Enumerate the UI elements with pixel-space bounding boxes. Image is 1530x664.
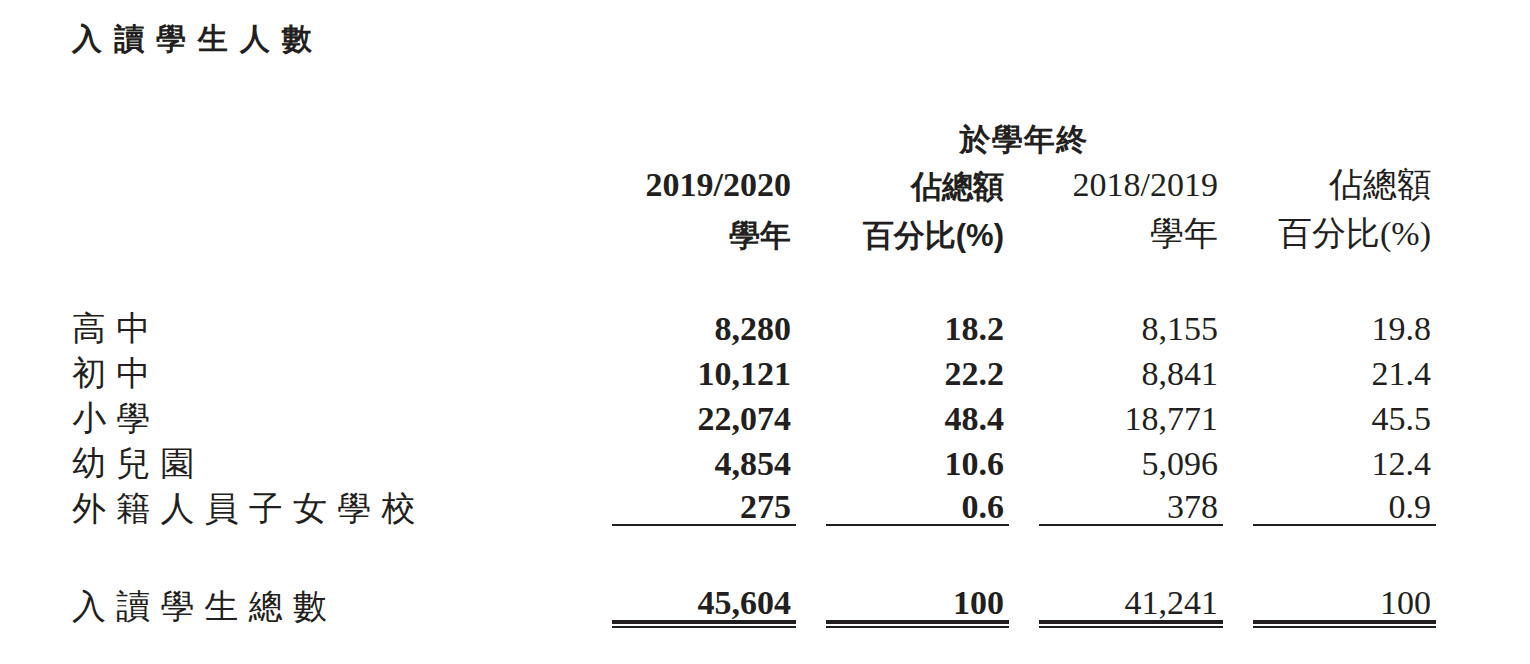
value-current-pct: 18.2 (826, 301, 1009, 346)
row-label: 初中 (72, 346, 582, 391)
value-current-year: 10,121 (612, 346, 796, 391)
value-prior-year: 8,841 (1039, 346, 1223, 391)
value-current-pct: 10.6 (826, 436, 1009, 481)
row-label: 外籍人員子女學校 (72, 481, 582, 526)
total-current-pct: 100 (826, 558, 1009, 624)
value-current-year: 4,854 (612, 436, 796, 481)
col-header-year-prior-line2: 學年 (1039, 202, 1223, 251)
col-header-pct-current: 佔總額 (826, 155, 1009, 202)
col-header-year-prior: 2018/2019 (1039, 155, 1223, 202)
col-header-pct-current-line2: 百分比(%) (826, 202, 1009, 251)
page-title: 入讀學生人數 (72, 22, 324, 55)
table-row: 初中 10,121 22.2 8,841 21.4 (72, 346, 1436, 391)
table-row: 外籍人員子女學校 275 0.6 378 0.9 (72, 481, 1436, 526)
value-current-pct: 22.2 (826, 346, 1009, 391)
row-label: 小學 (72, 391, 582, 436)
value-prior-pct: 19.8 (1253, 301, 1436, 346)
value-prior-pct: 0.9 (1253, 481, 1436, 526)
value-current-pct: 0.6 (826, 481, 1009, 526)
table-total-row: 入讀學生總數 45,604 100 41,241 100 (72, 558, 1436, 624)
column-group-header: 於學年終 (612, 105, 1436, 155)
table-header-spanner-row: 於學年終 (72, 105, 1436, 155)
table-row: 幼兒園 4,854 10.6 5,096 12.4 (72, 436, 1436, 481)
total-prior-year: 41,241 (1039, 558, 1223, 624)
value-current-year: 8,280 (612, 301, 796, 346)
value-prior-year: 18,771 (1039, 391, 1223, 436)
value-current-year: 275 (612, 481, 796, 526)
table-header-row-1: 2019/2020 佔總額 2018/2019 佔總額 (72, 155, 1436, 202)
value-prior-pct: 12.4 (1253, 436, 1436, 481)
row-label: 幼兒園 (72, 436, 582, 481)
table-row: 高中 8,280 18.2 8,155 19.8 (72, 301, 1436, 346)
value-current-pct: 48.4 (826, 391, 1009, 436)
spacer-cell (72, 105, 582, 155)
enrollment-table: 於學年終 2019/2020 佔總額 2018/2019 佔總額 學年 百分比(… (72, 105, 1436, 624)
value-current-year: 22,074 (612, 391, 796, 436)
table-spacer (72, 251, 1436, 301)
document-page: 入讀學生人數 於學年終 2019/2020 佔總額 2018/2019 佔總額 … (0, 0, 1530, 664)
total-prior-pct: 100 (1253, 558, 1436, 624)
col-header-pct-prior-line2: 百分比(%) (1253, 202, 1436, 251)
spacer-cell (72, 202, 582, 251)
table-header-row-2: 學年 百分比(%) 學年 百分比(%) (72, 202, 1436, 251)
value-prior-pct: 45.5 (1253, 391, 1436, 436)
value-prior-year: 378 (1039, 481, 1223, 526)
col-header-year-current-line2: 學年 (612, 202, 796, 251)
total-label: 入讀學生總數 (72, 558, 582, 624)
value-prior-year: 8,155 (1039, 301, 1223, 346)
total-current-year: 45,604 (612, 558, 796, 624)
table-spacer (72, 526, 1436, 558)
value-prior-pct: 21.4 (1253, 346, 1436, 391)
spacer-cell (72, 155, 582, 202)
table-row: 小學 22,074 48.4 18,771 45.5 (72, 391, 1436, 436)
value-prior-year: 5,096 (1039, 436, 1223, 481)
row-label: 高中 (72, 301, 582, 346)
col-header-pct-prior: 佔總額 (1253, 155, 1436, 202)
col-header-year-current: 2019/2020 (612, 155, 796, 202)
